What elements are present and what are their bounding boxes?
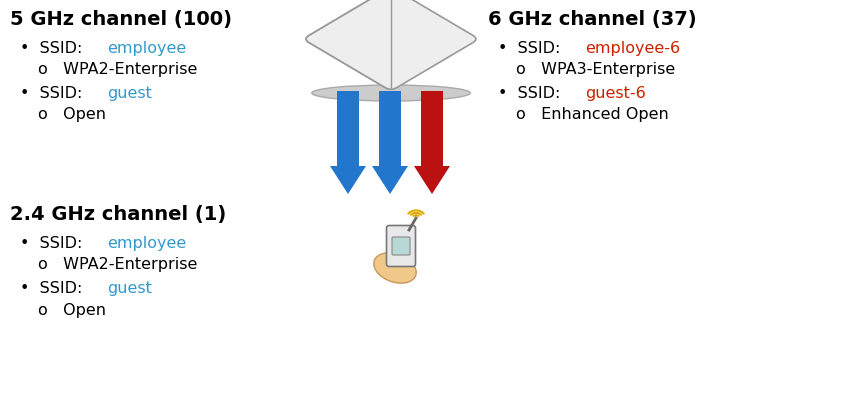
Text: o   WPA2-Enterprise: o WPA2-Enterprise [38, 256, 198, 272]
Text: o   Open: o Open [38, 107, 106, 122]
Polygon shape [330, 166, 366, 195]
Text: •  SSID:: • SSID: [20, 86, 88, 101]
Ellipse shape [312, 86, 470, 102]
Text: 6 GHz channel (37): 6 GHz channel (37) [488, 10, 696, 29]
Text: guest-6: guest-6 [585, 86, 646, 101]
PathPatch shape [306, 0, 476, 90]
Text: 5 GHz channel (100): 5 GHz channel (100) [10, 10, 232, 29]
FancyBboxPatch shape [392, 237, 410, 255]
Text: employee: employee [108, 41, 186, 56]
Text: •  SSID:: • SSID: [20, 41, 88, 56]
Polygon shape [337, 92, 359, 166]
Polygon shape [414, 166, 450, 195]
Text: •  SSID:: • SSID: [20, 281, 88, 295]
Text: o   Open: o Open [38, 302, 106, 317]
Text: •  SSID:: • SSID: [498, 41, 565, 56]
Text: o   WPA3-Enterprise: o WPA3-Enterprise [516, 62, 675, 77]
Text: 2.4 GHz channel (1): 2.4 GHz channel (1) [10, 204, 226, 223]
Polygon shape [421, 92, 443, 166]
Text: o   WPA2-Enterprise: o WPA2-Enterprise [38, 62, 198, 77]
FancyBboxPatch shape [387, 226, 415, 267]
Text: employee: employee [108, 235, 186, 250]
Text: guest: guest [108, 86, 152, 101]
Ellipse shape [374, 253, 416, 283]
Polygon shape [372, 166, 408, 195]
Text: guest: guest [108, 281, 152, 295]
Text: o   Enhanced Open: o Enhanced Open [516, 107, 668, 122]
Text: •  SSID:: • SSID: [20, 235, 88, 250]
Polygon shape [379, 92, 401, 166]
Text: •  SSID:: • SSID: [498, 86, 565, 101]
Text: employee-6: employee-6 [585, 41, 681, 56]
PathPatch shape [306, 0, 476, 90]
